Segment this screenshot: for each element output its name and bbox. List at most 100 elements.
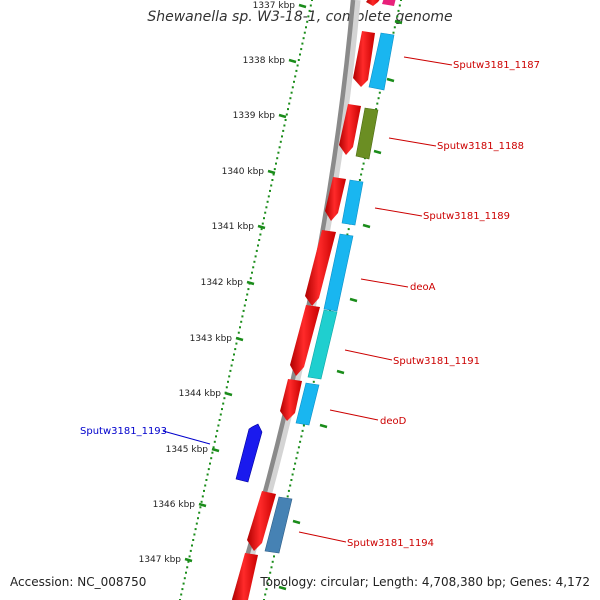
track-dot [398, 4, 401, 7]
track-dot [297, 446, 300, 449]
leader-line-deoa [360, 278, 409, 288]
track-dot [241, 315, 244, 318]
track-dot [183, 577, 186, 580]
kbp-tick-label: 1346 kbp [153, 500, 196, 510]
track-dot [347, 228, 350, 231]
track-dot [230, 364, 233, 367]
track-dot [308, 9, 311, 12]
cds-arrow[interactable] [353, 31, 375, 87]
gene-label-sputw3181-1193[interactable]: Sputw3181_1193 [80, 426, 167, 437]
track-dot [266, 200, 269, 203]
track-dot [269, 189, 271, 192]
track-dot [251, 271, 253, 274]
track-dot [187, 560, 190, 563]
gene-label-sputw3181-1188[interactable]: Sputw3181_1188 [437, 141, 524, 152]
track-dot [225, 386, 228, 389]
track-dot [188, 555, 191, 558]
gene-sputw3181-1189-bar[interactable] [341, 179, 364, 226]
track-dot [198, 511, 201, 514]
cds-arrow[interactable] [290, 305, 320, 376]
cds-arrow[interactable] [325, 177, 346, 221]
track-dot [300, 48, 303, 51]
gene-sputw3181-1188-bar[interactable] [355, 107, 379, 160]
kbp-tick-label: 1341 kbp [212, 222, 255, 232]
accession-text: Accession: NC_008750 [10, 575, 147, 589]
gene-sputw3181-1187-bar[interactable] [368, 32, 395, 91]
track-dot [219, 413, 222, 416]
gene-label-sputw3181-1187[interactable]: Sputw3181_1187 [453, 60, 540, 71]
gene-deod-bar[interactable] [295, 382, 320, 426]
gene-label-deoa[interactable]: deoA [410, 282, 436, 293]
track-dot [252, 266, 255, 269]
kbp-tick-label: 1342 kbp [201, 278, 244, 288]
track-dot [261, 222, 264, 225]
track-tick-mark [292, 519, 301, 525]
track-dot [231, 359, 234, 361]
track-dot [295, 69, 298, 72]
track-dot [215, 435, 217, 438]
track-dot [240, 320, 243, 323]
track-dot [276, 157, 279, 160]
kbp-tick-mark [246, 280, 255, 286]
track-dot [260, 228, 263, 231]
track-dot [360, 173, 363, 176]
track-dot [282, 129, 285, 132]
track-dot [253, 260, 256, 263]
track-dot [378, 91, 381, 94]
track-dot [254, 255, 257, 258]
gene-sputw3181-1193-arrow[interactable] [235, 423, 263, 483]
track-dot [289, 484, 292, 487]
kbp-scale: 1337 kbp 1338 kbp 1339 kbp 1340 kbp 1341 kbp… [139, 1, 403, 591]
track-dot [362, 162, 365, 165]
cds-arrow[interactable] [280, 379, 302, 421]
track-dot [210, 457, 213, 460]
track-dot [303, 31, 306, 34]
track-dot [182, 582, 185, 585]
track-dot [211, 451, 214, 454]
kbp-tick-label: 1338 kbp [243, 56, 286, 66]
track-dot [268, 577, 270, 580]
cds-arrow[interactable] [305, 230, 336, 306]
track-dot [300, 435, 303, 438]
cds-arrow[interactable] [366, 0, 381, 6]
track-dot [302, 37, 305, 40]
track-dot [281, 135, 283, 138]
track-dot [305, 26, 307, 29]
gene-label-sputw3181-1189[interactable]: Sputw3181_1189 [423, 211, 510, 222]
track-dot [203, 489, 205, 492]
track-dot [194, 528, 197, 531]
track-dot [259, 233, 262, 236]
kbp-tick-label: 1345 kbp [166, 445, 209, 455]
track-dot [223, 397, 226, 400]
track-dot [279, 140, 282, 143]
leader-line-sputw3181-1189 [374, 207, 423, 217]
track-dot [273, 555, 275, 558]
track-tick-mark [373, 149, 382, 155]
track-dot [264, 593, 267, 596]
gene-sputw3181-1194-bar[interactable] [264, 496, 293, 554]
track-dot [358, 179, 361, 181]
track-dot [264, 211, 267, 214]
gene-label-sputw3181-1194[interactable]: Sputw3181_1194 [347, 538, 434, 549]
track-dot [206, 473, 209, 476]
track-dot [375, 108, 378, 111]
track-tick-mark [336, 369, 345, 375]
track-dot [289, 97, 292, 100]
cds-arrow[interactable] [247, 491, 276, 551]
gene-sputw3181-1191-bar[interactable] [307, 309, 338, 380]
track-dot [189, 549, 192, 552]
cds-arrow[interactable] [339, 104, 361, 155]
gene-deoa-bar[interactable] [323, 233, 354, 312]
track-dot [233, 353, 235, 356]
track-dot [278, 146, 281, 149]
kbp-tick-label: 1343 kbp [190, 334, 233, 344]
gene-label-sputw3181-1191[interactable]: Sputw3181_1191 [393, 356, 480, 367]
kbp-tick-mark [257, 224, 266, 230]
track-dot [271, 179, 274, 181]
track-dot [199, 506, 202, 509]
track-tick-mark [362, 223, 371, 229]
gene-label-deod[interactable]: deoD [380, 416, 407, 427]
track-dot [296, 451, 299, 454]
cds-arrow[interactable] [232, 553, 258, 600]
track-dot [291, 86, 294, 89]
